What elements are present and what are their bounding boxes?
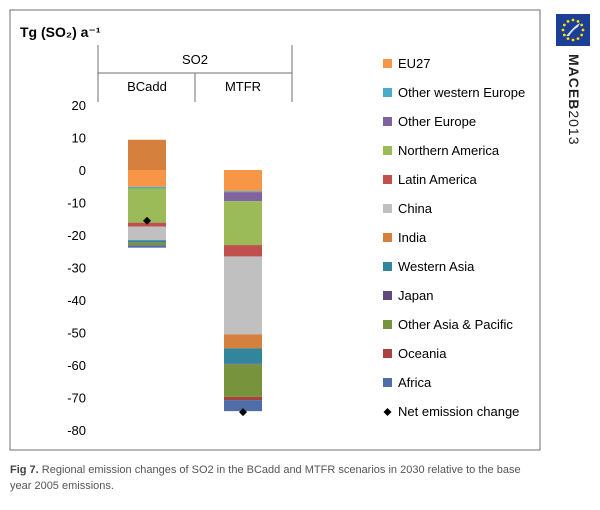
- legend-label: Latin America: [398, 172, 478, 187]
- bar-segment: [128, 245, 166, 248]
- bar-segment: [224, 348, 262, 364]
- y-tick-label: -50: [67, 326, 86, 341]
- bar-segment: [224, 363, 262, 365]
- legend-label: Other Europe: [398, 114, 476, 129]
- bar-segment: [224, 170, 262, 192]
- legend-swatch: [383, 175, 392, 184]
- caption-label: Fig 7.: [10, 464, 39, 476]
- legend-swatch: [383, 291, 392, 300]
- net-change-marker: [143, 216, 151, 225]
- legend-label: China: [398, 201, 433, 216]
- legend-label: Other western Europe: [398, 85, 525, 100]
- y-tick-label: 10: [72, 131, 86, 146]
- bar-segment: [224, 396, 262, 401]
- y-tick-label: -60: [67, 358, 86, 373]
- bar-segment: [128, 242, 166, 246]
- y-tick-label: -20: [67, 228, 86, 243]
- figure-caption: Fig 7. Regional emission changes of SO2 …: [10, 462, 530, 494]
- bar-segment: [128, 240, 166, 243]
- y-tick-label: 20: [72, 98, 86, 113]
- chart: Tg (SO₂) a⁻¹ SO2 BCadd MTFR 20 10 0 -10 -20 -30 -4…: [9, 9, 541, 451]
- legend-swatch: [383, 146, 392, 155]
- legend-swatch: [383, 117, 392, 126]
- legend-label: Northern America: [398, 143, 500, 158]
- bar-segment: [128, 242, 166, 243]
- category-label: BCadd: [127, 79, 167, 94]
- y-tick-label: -10: [67, 196, 86, 211]
- bar-segment: [224, 191, 262, 193]
- caption-text: Regional emission changes of SO2 in the …: [10, 464, 521, 492]
- chart-title: Tg (SO₂) a⁻¹: [20, 24, 101, 40]
- category-label: MTFR: [225, 79, 261, 94]
- legend-label: India: [398, 230, 427, 245]
- legend-swatch: [383, 262, 392, 271]
- bar-segment: [128, 186, 166, 189]
- logo-name: MACEB: [566, 54, 582, 111]
- bar-segment: [224, 201, 262, 246]
- legend-label: Japan: [398, 288, 433, 303]
- bar-segment: [224, 364, 262, 397]
- y-tick-label: 0: [79, 163, 86, 178]
- legend-label: Other Asia & Pacific: [398, 317, 513, 332]
- legend-swatch: [383, 349, 392, 358]
- legend-label: Oceania: [398, 346, 447, 361]
- bar-segment: [224, 245, 262, 257]
- legend-swatch: [383, 204, 392, 213]
- chart-header: SO2: [182, 52, 208, 67]
- legend-swatch: [383, 320, 392, 329]
- bar-segment: [128, 139, 166, 170]
- bar-segment: [224, 192, 262, 202]
- logo-year: 2013: [566, 110, 582, 146]
- y-tick-label: -70: [67, 391, 86, 406]
- y-tick-label: -30: [67, 261, 86, 276]
- legend-swatch: [383, 88, 392, 97]
- legend-label: EU27: [398, 56, 431, 71]
- legend-label: Africa: [398, 375, 432, 390]
- legend-swatch: [383, 59, 392, 68]
- bar-segment: [224, 334, 262, 349]
- legend-swatch: [383, 378, 392, 387]
- legend-net-marker: [383, 408, 392, 416]
- y-tick-label: -40: [67, 293, 86, 308]
- chart-frame: [9, 9, 541, 451]
- bar-segment: [128, 226, 166, 241]
- bar-segment: [224, 400, 262, 412]
- bar-segment: [128, 170, 166, 187]
- legend-swatch: [383, 233, 392, 242]
- eu-flag-icon: [556, 14, 590, 46]
- bar-segment: [224, 256, 262, 335]
- maceb-logo: MACEB2013: [556, 14, 590, 146]
- legend-label: Western Asia: [398, 259, 475, 274]
- legend-label: Net emission change: [398, 404, 519, 419]
- y-tick-label: -80: [67, 423, 86, 438]
- net-change-marker: [239, 408, 247, 417]
